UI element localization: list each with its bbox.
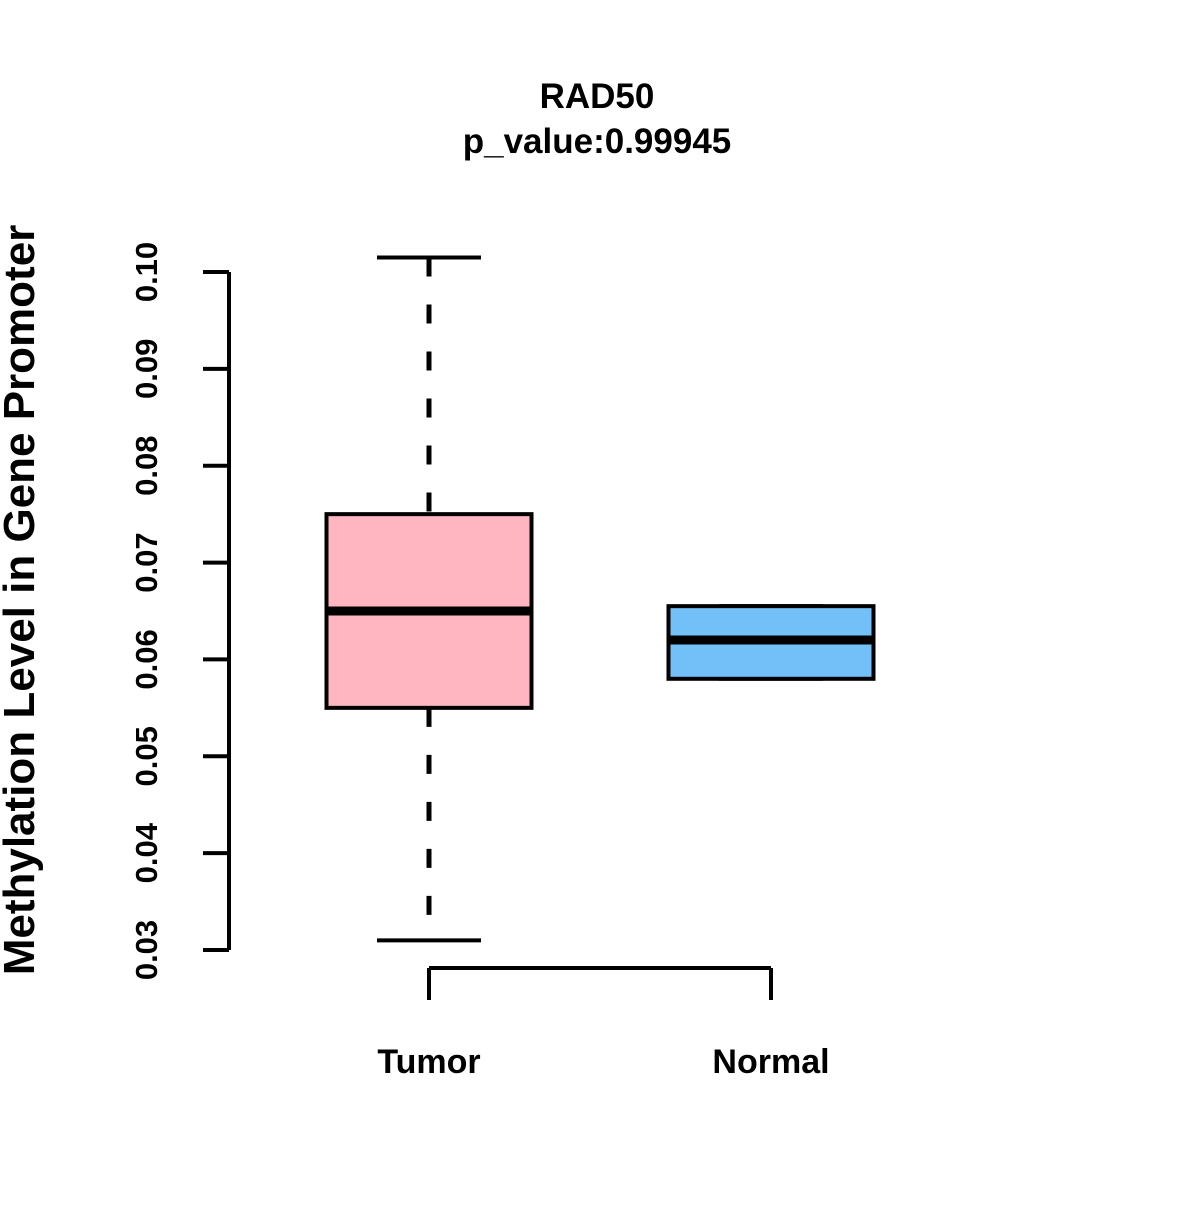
y-tick-label: 0.05: [129, 726, 164, 786]
chart-title: RAD50: [540, 77, 655, 116]
y-tick-label: 0.09: [129, 339, 164, 399]
chart-subtitle: p_value:0.99945: [463, 122, 732, 161]
y-tick-label: 0.08: [129, 436, 164, 496]
x-axis: Tumor Normal: [377, 966, 830, 1081]
y-axis: 0.03 0.04 0.05 0.06 0.07 0.08 0.09 0.10: [129, 242, 231, 980]
y-tick-label: 0.04: [129, 822, 164, 883]
y-tick-label: 0.10: [129, 242, 164, 302]
box-group-tumor: [324, 255, 534, 943]
box-group-normal: [666, 604, 876, 681]
y-tick-label: 0.03: [129, 920, 164, 980]
x-category-label-normal: Normal: [712, 1043, 829, 1081]
y-tick-label: 0.06: [129, 629, 164, 689]
x-category-label-tumor: Tumor: [377, 1043, 480, 1081]
y-tick-label: 0.07: [129, 532, 164, 592]
boxplot-boxes: [324, 255, 876, 943]
y-axis-label: Methylation Level in Gene Promoter: [0, 225, 44, 976]
